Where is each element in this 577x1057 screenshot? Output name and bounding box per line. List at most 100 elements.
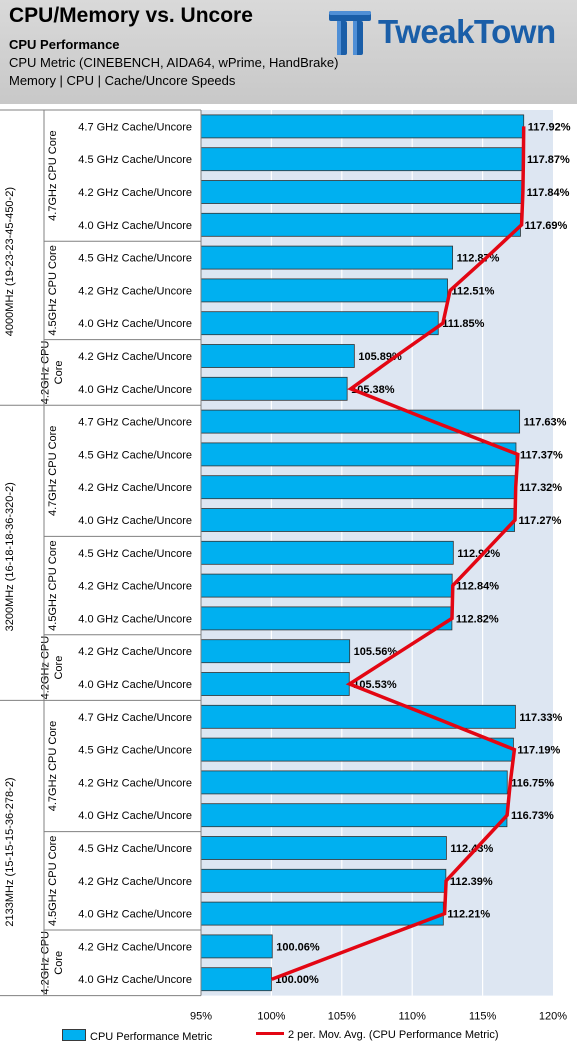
- cpu-group-label-line: 4.2GHz CPU: [40, 636, 52, 700]
- bar: [200, 147, 524, 172]
- bar-category-label: 4.7 GHz Cache/Uncore: [78, 712, 192, 724]
- bar-category-label: 4.2 GHz Cache/Uncore: [78, 941, 192, 953]
- bar: [200, 475, 516, 500]
- bar-value-label: 112.39%: [450, 876, 493, 888]
- cpu-group-label: 4.2GHz CPUCore: [40, 931, 65, 995]
- bar: [200, 442, 517, 467]
- bar: [200, 376, 348, 401]
- bar-category-label: 4.5 GHz Cache/Uncore: [78, 154, 192, 166]
- bar-category-label: 4.5 GHz Cache/Uncore: [78, 449, 192, 461]
- cpu-group-label: 4.2GHz CPUCore: [40, 636, 65, 700]
- bar: [200, 672, 350, 696]
- tweaktown-logo-text: TweakTown: [378, 13, 556, 50]
- legend-item-line: 2 per. Mov. Avg. (CPU Performance Metric…: [256, 1029, 499, 1041]
- legend-line-label: 2 per. Mov. Avg. (CPU Performance Metric…: [288, 1029, 499, 1041]
- bar-category-label: 4.0 GHz Cache/Uncore: [78, 974, 192, 986]
- cpu-group-label: 4.5GHz CPU Core: [47, 836, 59, 926]
- x-tick-label: 105%: [328, 1011, 356, 1020]
- bar-value-label: 117.37%: [520, 449, 563, 461]
- legend-item-bars: CPU Performance Metric: [62, 1029, 212, 1043]
- bar: [200, 180, 523, 204]
- bar-value-label: 117.27%: [519, 515, 562, 527]
- cpu-group-label: 4.2GHz CPUCore: [40, 341, 65, 405]
- cpu-group-label-line: 4.2GHz CPU: [40, 931, 52, 995]
- cpu-group-label: 4.7GHz CPU Core: [47, 130, 59, 220]
- bar-category-label: 4.0 GHz Cache/Uncore: [78, 318, 192, 330]
- cpu-group-label-line: Core: [53, 656, 65, 680]
- x-tick-label: 110%: [399, 1011, 427, 1020]
- bar: [200, 737, 514, 762]
- bar-value-label: 112.21%: [447, 909, 490, 921]
- cpu-group-label: 4.7GHz CPU Core: [47, 426, 59, 516]
- chart-header: CPU/Memory vs. Uncore CPU Performance CP…: [0, 0, 577, 104]
- bar-category-label: 4.0 GHz Cache/Uncore: [78, 679, 192, 691]
- bar-category-label: 4.7 GHz Cache/Uncore: [78, 121, 192, 133]
- bar: [200, 868, 447, 893]
- bar-value-label: 116.73%: [511, 810, 554, 822]
- bar-value-label: 116.75%: [511, 777, 554, 789]
- tweaktown-logo: TweakTown: [328, 8, 574, 58]
- bar-category-label: 4.5 GHz Cache/Uncore: [78, 745, 192, 757]
- chart-description-config: Memory | CPU | Cache/Uncore Speeds: [9, 73, 236, 88]
- moving-average-line: [271, 126, 526, 981]
- bar: [200, 639, 351, 664]
- chart-description-benchmarks: CPU Metric (CINEBENCH, AIDA64, wPrime, H…: [9, 55, 339, 70]
- cpu-group-label-line: Core: [53, 360, 65, 384]
- bar-value-label: 117.63%: [524, 417, 567, 429]
- bar-value-label: 117.87%: [527, 154, 570, 166]
- cpu-group-label: 4.5GHz CPU Core: [47, 540, 59, 630]
- bar-value-label: 117.19%: [517, 745, 560, 757]
- bar: [200, 770, 508, 795]
- bar: [200, 540, 454, 565]
- bar: [200, 606, 453, 631]
- memory-group-label: 4000MHz (19-23-23-45-450-2): [4, 187, 16, 336]
- cpu-group-label: 4.7GHz CPU Core: [47, 721, 59, 811]
- bar-value-label: 117.69%: [524, 220, 567, 232]
- cpu-group-label-line: 4.2GHz CPU: [40, 341, 52, 405]
- cpu-group-label: 4.5GHz CPU Core: [47, 245, 59, 335]
- cpu-group-label-line: Core: [53, 951, 65, 975]
- bar-category-label: 4.0 GHz Cache/Uncore: [78, 909, 192, 921]
- bar-category-label: 4.2 GHz Cache/Uncore: [78, 482, 192, 494]
- chart-legend: CPU Performance Metric 2 per. Mov. Avg. …: [0, 1026, 577, 1050]
- x-tick-label: 100%: [257, 1011, 285, 1020]
- bar-value-label: 117.92%: [528, 121, 571, 133]
- bar: [200, 901, 444, 926]
- bar: [200, 344, 355, 368]
- chart-canvas: 4.7 GHz Cache/Uncore 117.92% 4.5 GHz Cache…: [0, 109, 571, 1020]
- bar-category-label: 4.0 GHz Cache/Uncore: [78, 515, 192, 527]
- bar: [200, 967, 272, 992]
- bar-category-label: 4.0 GHz Cache/Uncore: [78, 220, 192, 232]
- bar-category-label: 4.0 GHz Cache/Uncore: [78, 613, 192, 625]
- chart-subtitle: CPU Performance: [9, 37, 120, 52]
- x-tick-label: 115%: [469, 1011, 497, 1020]
- bar: [200, 934, 273, 959]
- bar-category-label: 4.2 GHz Cache/Uncore: [78, 581, 192, 593]
- bar-value-label: 112.82%: [456, 613, 499, 625]
- bar-value-label: 112.51%: [452, 285, 495, 297]
- tweaktown-logo-icon: [329, 11, 371, 55]
- bar: [200, 508, 515, 532]
- bar-category-label: 4.0 GHz Cache/Uncore: [78, 810, 192, 822]
- bar-value-label: 105.56%: [354, 646, 398, 658]
- chart-title: CPU/Memory vs. Uncore: [9, 4, 253, 27]
- bar-category-label: 4.2 GHz Cache/Uncore: [78, 285, 192, 297]
- bar: [200, 836, 447, 860]
- bar-category-label: 4.2 GHz Cache/Uncore: [78, 187, 192, 199]
- bar-category-label: 4.5 GHz Cache/Uncore: [78, 253, 192, 265]
- x-tick-label: 95%: [190, 1011, 212, 1020]
- bar-category-label: 4.0 GHz Cache/Uncore: [78, 384, 192, 396]
- bar: [200, 212, 521, 237]
- bar: [200, 573, 453, 598]
- bar-value-label: 117.84%: [527, 187, 570, 199]
- legend-bar-label: CPU Performance Metric: [90, 1031, 213, 1043]
- bar-category-label: 4.2 GHz Cache/Uncore: [78, 646, 192, 658]
- bar-value-label: 112.92%: [457, 548, 500, 560]
- x-tick-label: 120%: [539, 1011, 567, 1020]
- bar-value-label: 111.85%: [442, 318, 484, 330]
- bar: [200, 311, 439, 336]
- memory-group-label: 2133MHz (15-15-15-36-278-2): [4, 777, 16, 926]
- bar-value-label: 112.43%: [450, 843, 493, 855]
- bar: [200, 278, 448, 303]
- bar-value-label: 100.00%: [275, 974, 319, 986]
